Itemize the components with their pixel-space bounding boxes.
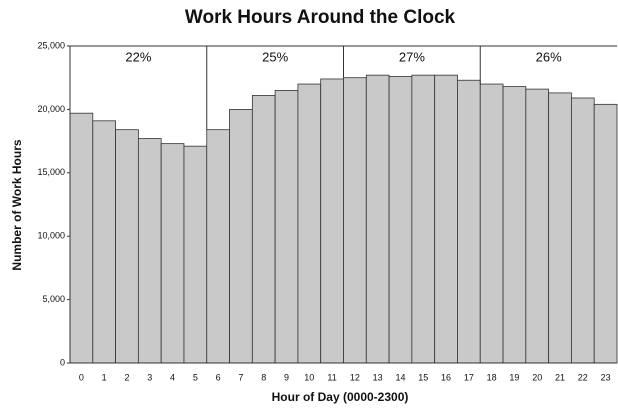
- x-tick-label: 0: [79, 372, 84, 382]
- bar: [206, 129, 230, 364]
- x-tick-label: 5: [193, 372, 198, 382]
- x-tick-label: 15: [418, 372, 428, 382]
- y-tick-label: 15,000: [37, 167, 65, 177]
- y-tick-label: 0: [60, 357, 65, 367]
- x-axis-label: Hour of Day (0000-2300): [272, 390, 409, 404]
- annotation: 25%: [262, 49, 288, 64]
- bar: [457, 79, 481, 364]
- x-tick-label: 16: [441, 372, 451, 382]
- x-tick-label: 20: [532, 372, 542, 382]
- bar: [343, 77, 367, 364]
- x-tick-label: 12: [350, 372, 360, 382]
- bar: [388, 76, 413, 364]
- x-tick-label: 2: [124, 372, 129, 382]
- bar: [525, 88, 550, 364]
- bar: [183, 145, 208, 364]
- bar: [274, 89, 299, 364]
- y-axis-label: Number of Work Hours: [10, 139, 24, 270]
- y-tick-label: 25,000: [37, 40, 65, 50]
- bar: [479, 83, 504, 364]
- bar: [434, 74, 458, 364]
- bar: [548, 92, 572, 364]
- x-tick-label: 6: [216, 372, 221, 382]
- x-tick-label: 17: [464, 372, 474, 382]
- bar: [92, 120, 116, 364]
- y-tick-label: 5,000: [42, 294, 65, 304]
- y-tick-label: 20,000: [37, 104, 65, 114]
- y-tick-label: 10,000: [37, 231, 65, 241]
- bar: [502, 86, 527, 364]
- x-tick-label: 14: [395, 372, 405, 382]
- bar: [365, 74, 390, 364]
- x-tick-label: 13: [373, 372, 383, 382]
- x-tick-label: 1: [102, 372, 107, 382]
- x-tick-label: 21: [555, 372, 565, 382]
- x-tick-label: 23: [601, 372, 611, 382]
- x-tick-label: 3: [147, 372, 152, 382]
- bar: [229, 109, 253, 364]
- x-tick-label: 4: [170, 372, 175, 382]
- x-tick-label: 18: [487, 372, 497, 382]
- x-tick-label: 9: [284, 372, 289, 382]
- x-tick-label: 22: [578, 372, 588, 382]
- x-tick-label: 8: [261, 372, 266, 382]
- chart-title: Work Hours Around the Clock: [185, 7, 456, 28]
- bar: [69, 112, 94, 364]
- x-tick-label: 11: [327, 372, 336, 382]
- bar: [297, 83, 322, 364]
- bar: [137, 138, 162, 364]
- bar: [251, 95, 276, 364]
- bar: [160, 143, 185, 364]
- bar: [115, 129, 139, 364]
- x-tick-label: 10: [304, 372, 314, 382]
- x-tick-label: 19: [509, 372, 519, 382]
- bar: [320, 78, 344, 364]
- annotation: 22%: [125, 49, 151, 64]
- bar: [571, 97, 595, 364]
- x-tick-label: 7: [238, 372, 243, 382]
- annotation: 27%: [399, 49, 425, 64]
- bar: [411, 74, 436, 364]
- bar: [593, 103, 618, 364]
- annotation: 26%: [536, 49, 562, 64]
